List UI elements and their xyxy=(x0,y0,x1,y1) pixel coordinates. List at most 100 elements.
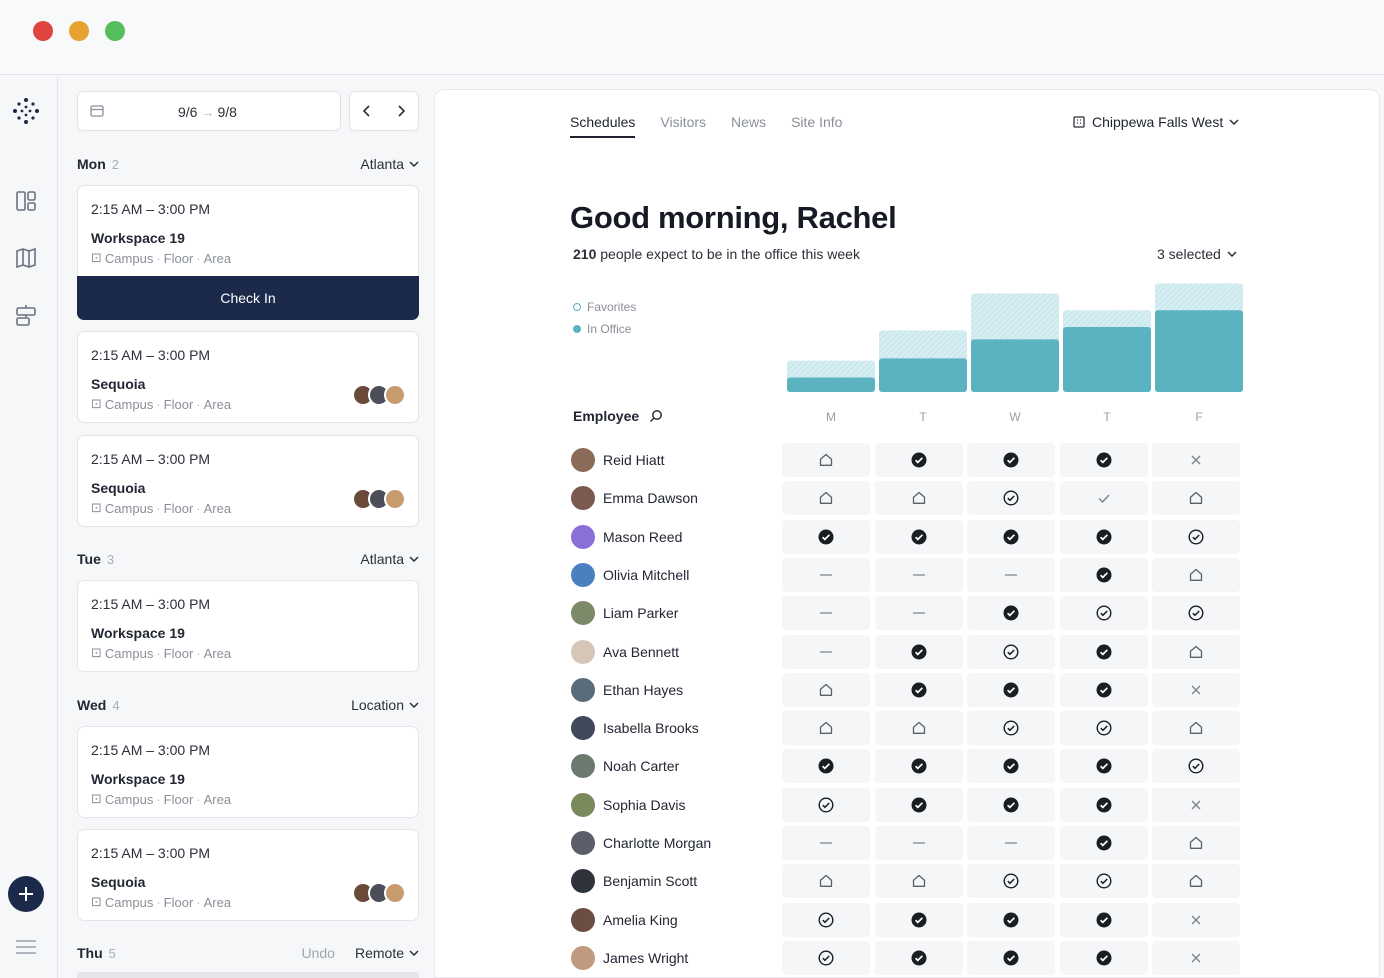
booking-card[interactable]: 2:15 AM – 3:00 PM Sequoia ⊡ Campus · Floor ·… xyxy=(77,829,419,921)
hamburger-icon[interactable] xyxy=(11,932,41,962)
status-cell[interactable] xyxy=(1059,596,1148,631)
table-row[interactable]: Noah Carter xyxy=(571,749,1251,784)
location-dropdown[interactable]: Atlanta xyxy=(360,551,419,567)
status-cell[interactable] xyxy=(967,864,1055,899)
status-cell[interactable] xyxy=(874,596,963,631)
prev-week-button[interactable] xyxy=(350,92,384,130)
booking-card[interactable]: 2:15 AM – 3:00 PM Workspace 19 ⊡ Campus · F… xyxy=(77,580,419,672)
status-cell[interactable] xyxy=(967,672,1055,707)
status-cell[interactable] xyxy=(1152,826,1240,860)
status-cell[interactable] xyxy=(1152,443,1240,477)
logo-dots-icon[interactable] xyxy=(11,96,41,126)
employee-cell[interactable]: Mason Reed xyxy=(571,524,682,549)
status-cell[interactable] xyxy=(1152,902,1240,937)
status-cell[interactable] xyxy=(1152,864,1240,899)
attendee-avatars[interactable] xyxy=(352,384,406,406)
status-cell[interactable] xyxy=(782,557,870,592)
employee-cell[interactable]: Noah Carter xyxy=(571,754,679,779)
status-cell[interactable] xyxy=(782,596,870,631)
status-cell[interactable] xyxy=(782,481,870,516)
search-icon[interactable] xyxy=(649,409,663,423)
next-week-button[interactable] xyxy=(384,92,418,130)
status-cell[interactable] xyxy=(967,826,1055,860)
minimize-window-button[interactable] xyxy=(69,21,89,41)
status-cell[interactable] xyxy=(874,519,963,554)
employee-cell[interactable]: Amelia King xyxy=(571,907,678,932)
status-cell[interactable] xyxy=(782,443,870,477)
employee-cell[interactable]: Liam Parker xyxy=(571,601,678,626)
employee-cell[interactable]: Sophia Davis xyxy=(571,792,686,817)
status-cell[interactable] xyxy=(1059,634,1148,669)
status-cell[interactable] xyxy=(782,749,870,784)
close-window-button[interactable] xyxy=(33,21,53,41)
status-cell[interactable] xyxy=(1059,940,1148,975)
location-dropdown[interactable]: Atlanta xyxy=(360,156,419,172)
dashboard-icon[interactable] xyxy=(11,186,41,216)
attendee-avatars[interactable] xyxy=(352,882,406,904)
status-cell[interactable] xyxy=(782,902,870,937)
check-in-button[interactable]: Check In xyxy=(77,276,419,320)
status-cell[interactable] xyxy=(874,443,963,477)
booking-card[interactable]: 2:15 AM – 3:00 PM Sequoia ⊡ Campus · Floor ·… xyxy=(77,331,419,423)
status-cell[interactable] xyxy=(874,826,963,860)
table-row[interactable]: Ava Bennett xyxy=(571,634,1251,669)
status-cell[interactable] xyxy=(1152,557,1240,592)
status-cell[interactable] xyxy=(1152,749,1240,784)
location-dropdown[interactable]: Remote xyxy=(355,945,419,961)
add-button[interactable] xyxy=(8,876,44,912)
status-cell[interactable] xyxy=(782,864,870,899)
status-cell[interactable] xyxy=(782,672,870,707)
status-cell[interactable] xyxy=(782,826,870,860)
status-cell[interactable] xyxy=(782,711,870,746)
employee-cell[interactable]: Ethan Hayes xyxy=(571,677,683,702)
employee-cell[interactable]: Charlotte Morgan xyxy=(571,831,711,855)
table-row[interactable]: Isabella Brooks xyxy=(571,711,1251,746)
status-cell[interactable] xyxy=(1059,902,1148,937)
employee-cell[interactable]: Olivia Mitchell xyxy=(571,562,689,587)
attendee-avatars[interactable] xyxy=(352,488,406,510)
table-row[interactable]: Ethan Hayes xyxy=(571,672,1251,707)
status-cell[interactable] xyxy=(967,902,1055,937)
status-cell[interactable] xyxy=(967,519,1055,554)
status-cell[interactable] xyxy=(874,557,963,592)
employee-cell[interactable]: James Wright xyxy=(571,945,688,970)
status-cell[interactable] xyxy=(874,672,963,707)
status-cell[interactable] xyxy=(967,787,1055,822)
undo-button[interactable]: Undo xyxy=(301,945,335,961)
booking-card[interactable]: 2:15 AM – 3:00 PM Workspace 19 ⊡ Campus · F… xyxy=(77,726,419,818)
date-range-picker[interactable]: 9/6 → 9/8 xyxy=(77,91,341,131)
status-cell[interactable] xyxy=(874,711,963,746)
employee-cell[interactable]: Isabella Brooks xyxy=(571,716,699,741)
maximize-window-button[interactable] xyxy=(105,21,125,41)
status-cell[interactable] xyxy=(967,940,1055,975)
status-cell[interactable] xyxy=(1152,672,1240,707)
booking-card[interactable]: 2:15 AM – 3:00 PM Sequoia ⊡ Campus · Floor ·… xyxy=(77,435,419,527)
status-cell[interactable] xyxy=(1152,519,1240,554)
status-cell[interactable] xyxy=(967,443,1055,477)
status-cell[interactable] xyxy=(782,787,870,822)
status-cell[interactable] xyxy=(1152,634,1240,669)
status-cell[interactable] xyxy=(1059,864,1148,899)
status-cell[interactable] xyxy=(1152,596,1240,631)
table-row[interactable]: Mason Reed xyxy=(571,519,1251,554)
status-cell[interactable] xyxy=(782,634,870,669)
location-dropdown[interactable]: Location xyxy=(351,697,419,713)
layout-icon[interactable] xyxy=(11,301,41,331)
status-cell[interactable] xyxy=(967,596,1055,631)
employee-cell[interactable]: Reid Hiatt xyxy=(571,448,664,472)
tab-site-info[interactable]: Site Info xyxy=(791,114,843,130)
status-cell[interactable] xyxy=(1152,711,1240,746)
table-row[interactable]: Benjamin Scott xyxy=(571,864,1251,899)
status-cell[interactable] xyxy=(967,711,1055,746)
status-cell[interactable] xyxy=(1152,940,1240,975)
table-row[interactable]: Amelia King xyxy=(571,902,1251,937)
status-cell[interactable] xyxy=(874,940,963,975)
table-row[interactable]: Emma Dawson xyxy=(571,481,1251,516)
table-row[interactable]: Reid Hiatt xyxy=(571,443,1251,477)
table-row[interactable]: James Wright xyxy=(571,940,1251,975)
employee-cell[interactable]: Emma Dawson xyxy=(571,486,698,511)
status-cell[interactable] xyxy=(874,787,963,822)
table-row[interactable]: Sophia Davis xyxy=(571,787,1251,822)
map-icon[interactable] xyxy=(11,243,41,273)
status-cell[interactable] xyxy=(1059,749,1148,784)
